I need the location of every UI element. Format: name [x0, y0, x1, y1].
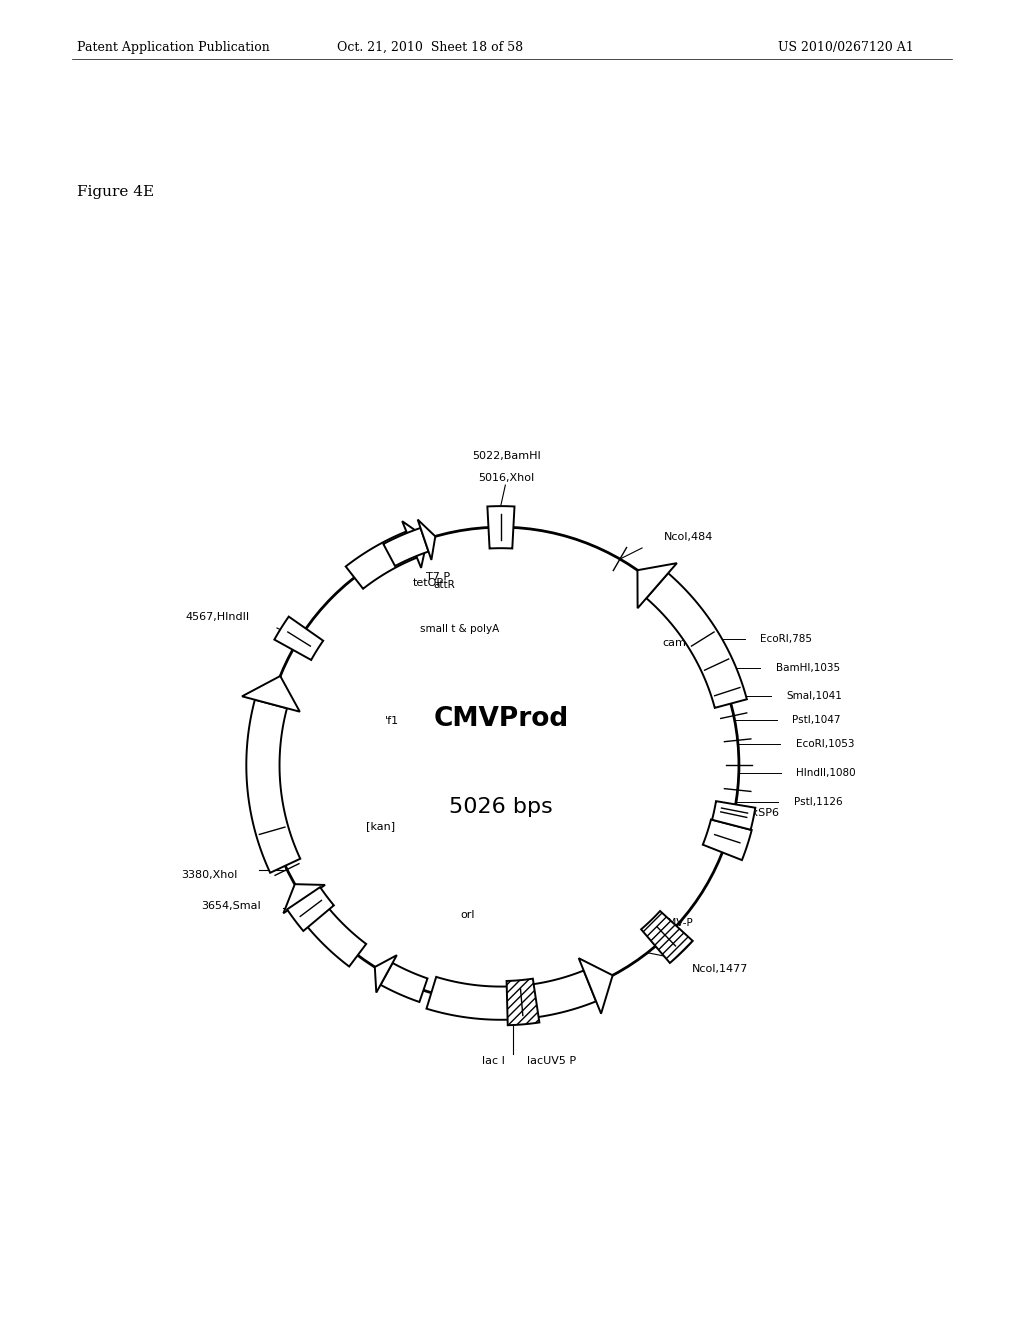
Text: PstI,1047: PstI,1047	[793, 714, 841, 725]
Polygon shape	[242, 676, 300, 711]
Text: 5022,BamHI: 5022,BamHI	[472, 450, 541, 461]
Text: SmaI,1041: SmaI,1041	[786, 690, 842, 701]
Text: lacUV5 P: lacUV5 P	[526, 1056, 575, 1067]
Text: 3654,SmaI: 3654,SmaI	[202, 902, 261, 911]
Text: 4567,HIndII: 4567,HIndII	[185, 612, 249, 622]
Text: T7 P: T7 P	[426, 572, 450, 582]
Polygon shape	[418, 520, 435, 560]
Polygon shape	[426, 970, 596, 1020]
Text: EcoRI,785: EcoRI,785	[761, 634, 812, 644]
Text: 5026 bps: 5026 bps	[450, 797, 553, 817]
Polygon shape	[284, 884, 325, 913]
Text: small t & polyA: small t & polyA	[420, 624, 499, 634]
Text: Patent Application Publication: Patent Application Publication	[77, 41, 269, 54]
Text: orl: orl	[461, 909, 475, 920]
Text: [kan]: [kan]	[367, 821, 395, 832]
Text: HIndII,1080: HIndII,1080	[797, 768, 856, 779]
Polygon shape	[375, 956, 396, 993]
Polygon shape	[487, 506, 514, 549]
Text: 5016,XhoI: 5016,XhoI	[478, 473, 535, 483]
Text: tetOP: tetOP	[413, 578, 443, 587]
Polygon shape	[712, 801, 756, 830]
Polygon shape	[402, 521, 427, 568]
Text: cam: cam	[663, 638, 686, 648]
Text: NcoI,484: NcoI,484	[665, 532, 714, 543]
Polygon shape	[383, 528, 428, 566]
Polygon shape	[646, 573, 746, 708]
Text: PstI,1126: PstI,1126	[794, 797, 842, 808]
Text: NcoI,1477: NcoI,1477	[692, 964, 749, 974]
Text: lac I: lac I	[481, 1056, 505, 1067]
Text: Oct. 21, 2010  Sheet 18 of 58: Oct. 21, 2010 Sheet 18 of 58	[337, 41, 523, 54]
Polygon shape	[579, 958, 612, 1014]
Text: CMV-P: CMV-P	[660, 917, 693, 928]
Text: BamHI,1035: BamHI,1035	[776, 664, 840, 673]
Text: CMVProd: CMVProd	[433, 706, 568, 731]
Text: 'f1: 'f1	[385, 715, 399, 726]
Polygon shape	[638, 564, 677, 609]
Polygon shape	[346, 532, 417, 589]
Polygon shape	[702, 820, 752, 861]
Polygon shape	[247, 700, 300, 873]
Text: loxSP6: loxSP6	[742, 808, 779, 818]
Text: 3380,XhoI: 3380,XhoI	[181, 870, 238, 880]
Polygon shape	[641, 911, 692, 964]
Polygon shape	[274, 616, 324, 660]
Polygon shape	[507, 978, 540, 1026]
Text: Figure 4E: Figure 4E	[77, 185, 154, 199]
Text: US 2010/0267120 A1: US 2010/0267120 A1	[778, 41, 914, 54]
Polygon shape	[293, 891, 367, 966]
Text: EcoRI,1053: EcoRI,1053	[796, 739, 854, 750]
Polygon shape	[287, 887, 334, 931]
Text: attR: attR	[433, 579, 455, 590]
Polygon shape	[381, 964, 427, 1002]
